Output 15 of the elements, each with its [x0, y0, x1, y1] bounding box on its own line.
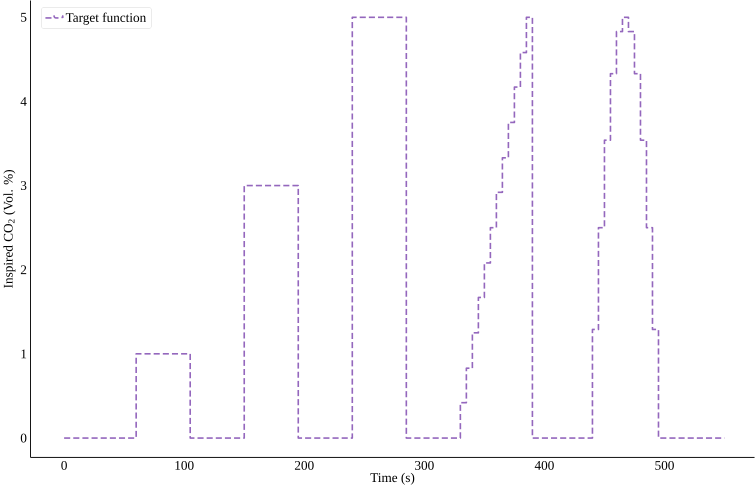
y-tick-label: 2: [20, 265, 26, 274]
y-axis-title: Inspired CO$_{2}$ (Vol. %): [3, 170, 16, 288]
y-tick-label: 5: [21, 12, 26, 22]
y-tick-label: 3: [20, 181, 26, 190]
y-tick-label: 4: [20, 97, 27, 106]
legend-label: Target function: [66, 12, 146, 25]
x-tick-label: 200: [294, 460, 314, 470]
y-tick-label: 1: [21, 349, 26, 358]
x-tick-label: 400: [534, 460, 554, 470]
x-tick-label: 300: [415, 460, 434, 470]
x-axis-title: Time (s): [370, 472, 414, 485]
x-tick-label: 0: [61, 460, 67, 470]
x-tick-label: 500: [655, 460, 674, 470]
y-tick-label: 0: [20, 434, 26, 442]
x-tick-label: 100: [175, 460, 194, 470]
